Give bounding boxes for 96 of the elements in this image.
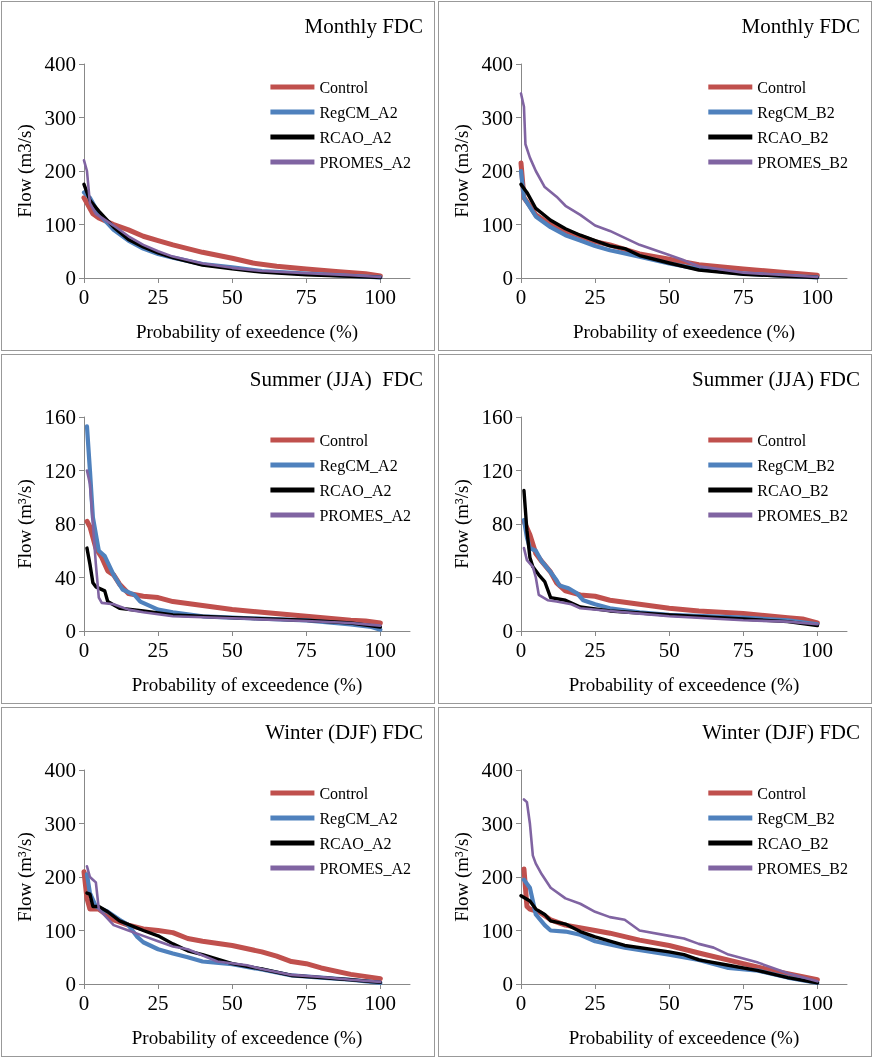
y-tick-label: 400	[44, 52, 76, 76]
legend-label: RegCM_B2	[757, 809, 835, 828]
x-axis-title: Probability of exceedence (%)	[568, 1027, 800, 1049]
y-tick-label: 400	[481, 758, 513, 782]
legend-label: RegCM_B2	[757, 103, 835, 122]
x-tick-label: 50	[221, 284, 243, 309]
x-tick-label: 100	[801, 284, 834, 309]
x-tick-label: 100	[801, 637, 834, 662]
x-axis-title: Probability of exeedence (%)	[572, 321, 796, 343]
x-tick-label: 75	[295, 284, 317, 309]
y-tick-label: 400	[481, 52, 513, 76]
legend-label: RegCM_A2	[319, 809, 398, 828]
legend-label: Control	[757, 431, 807, 449]
x-tick-label: 25	[584, 990, 606, 1015]
y-axis-title: Flow (m3/s)	[450, 124, 473, 218]
legend-label: RCAO_B2	[757, 834, 829, 852]
legend-label: Control	[319, 431, 369, 449]
x-tick-label: 25	[147, 990, 169, 1015]
y-tick-label: 400	[44, 758, 76, 782]
x-axis-title: Probability of exceedence (%)	[568, 674, 800, 696]
x-tick-label: 25	[147, 284, 169, 309]
y-tick-label: 200	[44, 865, 76, 889]
y-tick-label: 0	[65, 619, 76, 643]
y-tick-label: 160	[44, 405, 76, 429]
x-tick-label: 75	[732, 284, 754, 309]
x-tick-label: 50	[221, 990, 243, 1015]
x-axis-title: Probability of exceedence (%)	[131, 1027, 363, 1049]
legend-label: RegCM_A2	[319, 103, 398, 122]
y-tick-label: 0	[502, 619, 513, 643]
y-tick-label: 300	[481, 105, 513, 130]
legend-label: Control	[757, 78, 807, 96]
legend-label: PROMES_B2	[757, 859, 849, 877]
y-axis-title: Flow (m3/s)	[13, 124, 36, 218]
y-tick-label: 0	[502, 972, 513, 996]
legend-label: PROMES_B2	[757, 153, 849, 171]
y-axis-title: Flow (m³/s)	[13, 832, 36, 922]
y-tick-label: 40	[55, 565, 76, 590]
y-tick-label: 300	[481, 811, 513, 836]
x-tick-label: 75	[732, 990, 754, 1015]
x-tick-label: 25	[584, 637, 606, 662]
legend-label: Control	[319, 784, 369, 802]
y-tick-label: 100	[44, 212, 76, 237]
legend-label: RegCM_A2	[319, 456, 398, 475]
y-tick-label: 80	[492, 512, 513, 536]
y-tick-label: 40	[492, 565, 513, 590]
x-tick-label: 75	[295, 990, 317, 1015]
legend-label: RCAO_A2	[319, 834, 392, 852]
y-tick-label: 200	[481, 159, 513, 183]
chart-title: Winter (DJF) FDC	[702, 719, 861, 744]
legend-label: PROMES_B2	[757, 506, 849, 524]
y-axis-title: Flow (m³/s)	[450, 479, 473, 569]
x-tick-label: 100	[364, 637, 397, 662]
x-tick-label: 75	[732, 637, 754, 662]
legend-label: RCAO_A2	[319, 128, 392, 146]
chart-title: Summer (JJA) FDC	[249, 366, 424, 391]
y-tick-label: 100	[481, 918, 513, 943]
legend-label: RCAO_A2	[319, 481, 392, 499]
y-tick-label: 300	[44, 811, 76, 836]
x-tick-label: 25	[584, 284, 606, 309]
legend-label: PROMES_A2	[319, 153, 411, 171]
y-tick-label: 200	[44, 159, 76, 183]
y-tick-label: 100	[44, 918, 76, 943]
y-axis-title: Flow (m³/s)	[13, 479, 36, 569]
y-tick-label: 0	[65, 266, 76, 290]
legend-label: RegCM_B2	[757, 456, 835, 475]
legend-label: RCAO_B2	[757, 128, 829, 146]
x-tick-label: 100	[364, 284, 397, 309]
y-tick-label: 120	[481, 458, 513, 483]
x-tick-label: 50	[221, 637, 243, 662]
chart-title: Monthly FDC	[741, 13, 861, 38]
x-tick-label: 100	[364, 990, 397, 1015]
legend-label: PROMES_A2	[319, 859, 411, 877]
y-tick-label: 200	[481, 865, 513, 889]
y-axis-title: Flow (m³/s)	[450, 832, 473, 922]
x-tick-label: 50	[658, 637, 680, 662]
y-tick-label: 100	[481, 212, 513, 237]
x-tick-label: 25	[147, 637, 169, 662]
y-tick-label: 160	[481, 405, 513, 429]
legend-label: RCAO_B2	[757, 481, 829, 499]
y-tick-label: 0	[65, 972, 76, 996]
chart-title: Monthly FDC	[304, 13, 424, 38]
x-tick-label: 75	[295, 637, 317, 662]
legend-label: PROMES_A2	[319, 506, 411, 524]
legend-label: Control	[757, 784, 807, 802]
x-axis-title: Probability of exeedence (%)	[135, 321, 359, 343]
chart-title: Summer (JJA) FDC	[691, 366, 861, 391]
x-tick-label: 100	[801, 990, 834, 1015]
x-axis-title: Probability of exceedence (%)	[131, 674, 363, 696]
y-tick-label: 80	[55, 512, 76, 536]
chart-title: Winter (DJF) FDC	[265, 719, 424, 744]
x-tick-label: 50	[658, 284, 680, 309]
y-tick-label: 300	[44, 105, 76, 130]
x-tick-label: 50	[658, 990, 680, 1015]
legend-label: Control	[319, 78, 369, 96]
y-tick-label: 120	[44, 458, 76, 483]
y-tick-label: 0	[502, 266, 513, 290]
